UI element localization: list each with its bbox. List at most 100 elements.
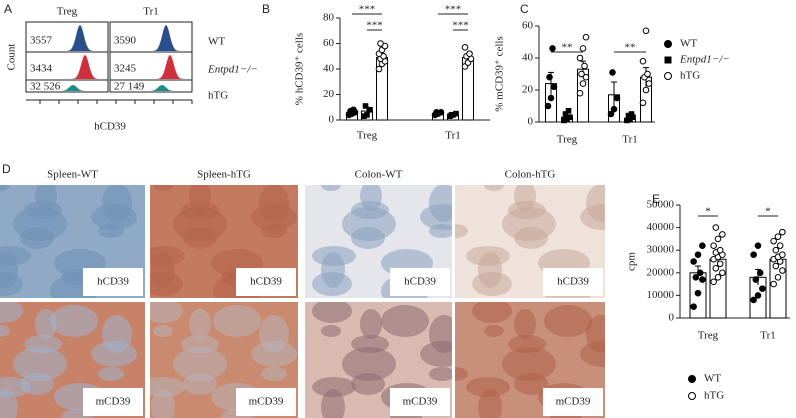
legend-marker [664, 40, 672, 48]
marker-label: hCD39 [250, 276, 282, 288]
panel-label: C [520, 2, 529, 16]
data-point [690, 258, 697, 265]
data-point [610, 105, 618, 113]
tissue-texture [514, 309, 536, 339]
tissue-texture [13, 347, 67, 381]
y-tick-label: 50000 [647, 199, 675, 211]
data-point [694, 289, 702, 297]
data-point [565, 108, 572, 114]
tissue-texture [321, 325, 341, 337]
axis-title: % hCD39⁺ cells [294, 33, 306, 105]
data-point [710, 278, 717, 286]
histogram-frame [25, 21, 109, 93]
data-point [774, 233, 782, 240]
data-point [752, 276, 760, 283]
tissue-texture [259, 185, 289, 222]
data-point [759, 285, 766, 292]
tissue-texture [0, 325, 10, 337]
tissue-texture [466, 246, 510, 266]
data-point [367, 107, 373, 113]
data-point [625, 112, 632, 119]
x-tick-label: Tr1 [760, 330, 776, 342]
legend-label: WT [680, 38, 697, 50]
data-point [710, 242, 717, 249]
column-title: Colon-hTG [505, 169, 556, 181]
legend-marker [688, 392, 696, 400]
data-point [772, 246, 780, 254]
tissue-texture [150, 377, 185, 397]
axis-title: % mCD39⁺ cells [494, 36, 506, 111]
y-tick-label: 60 [522, 20, 534, 32]
legend-marker [664, 72, 672, 80]
data-point [692, 274, 700, 281]
axis-title: cpm [626, 252, 638, 271]
data-point [544, 102, 552, 110]
tissue-texture [429, 315, 452, 353]
tissue-texture [321, 185, 341, 191]
tissue-texture [429, 367, 452, 381]
tissue-texture [35, 309, 57, 339]
data-point [581, 62, 588, 70]
tissue-texture [312, 246, 356, 266]
y-tick-label: 0 [528, 116, 534, 128]
marker-box [83, 388, 143, 416]
y-tick-label: 40000 [647, 221, 675, 233]
marker-box [236, 388, 296, 416]
tissue-texture [153, 325, 173, 337]
data-point [779, 267, 786, 274]
x-tick-label: Treg [698, 330, 719, 342]
data-point [690, 303, 697, 311]
tissue-texture [0, 302, 23, 323]
tissue-texture [586, 185, 605, 222]
data-point [582, 33, 590, 41]
micrograph [0, 185, 145, 298]
significance-label: ** [562, 42, 573, 54]
marker-box [390, 268, 450, 296]
marker-box [390, 388, 450, 416]
panel-label: B [262, 2, 270, 16]
event-count: 3590 [114, 35, 137, 47]
data-point [579, 80, 587, 87]
histogram-title: Tr1 [143, 6, 159, 18]
axis-title: hCD39 [94, 121, 126, 133]
data-point [607, 110, 615, 118]
panel-label: D [2, 162, 11, 176]
data-point [719, 231, 726, 238]
tissue-texture [508, 335, 546, 353]
marker-label: mCD39 [556, 396, 591, 408]
data-point [774, 274, 782, 281]
tissue-texture [312, 377, 356, 397]
legend-label: Entpd1−/− [679, 54, 730, 66]
data-point [461, 44, 469, 51]
x-tick-label: Treg [357, 130, 378, 142]
data-point [550, 83, 558, 91]
data-point [754, 242, 762, 249]
data-point [756, 269, 764, 277]
tissue-texture [98, 367, 124, 381]
tissue-texture [514, 185, 536, 211]
micrograph [150, 185, 298, 298]
significance-label: * [705, 206, 711, 218]
significance-label: * [765, 206, 771, 218]
data-point [546, 73, 553, 81]
data-point [562, 111, 569, 117]
tissue-texture [102, 185, 132, 222]
data-point [579, 45, 587, 52]
data-point [642, 27, 650, 35]
histogram-title: Treg [57, 6, 78, 18]
data-point [547, 94, 555, 102]
x-tick-label: Treg [557, 134, 578, 146]
panel-label: A [4, 2, 12, 16]
y-tick-label: 60 [323, 37, 335, 49]
histogram-peak [150, 25, 182, 51]
data-point [750, 296, 757, 304]
significance-label: *** [452, 20, 469, 32]
data-point [754, 292, 762, 299]
data-point [362, 103, 369, 109]
tissue-texture [189, 309, 211, 339]
y-tick-label: 40 [522, 52, 534, 64]
data-point [453, 110, 459, 117]
data-point [630, 114, 636, 120]
legend-label: hTG [704, 390, 724, 402]
